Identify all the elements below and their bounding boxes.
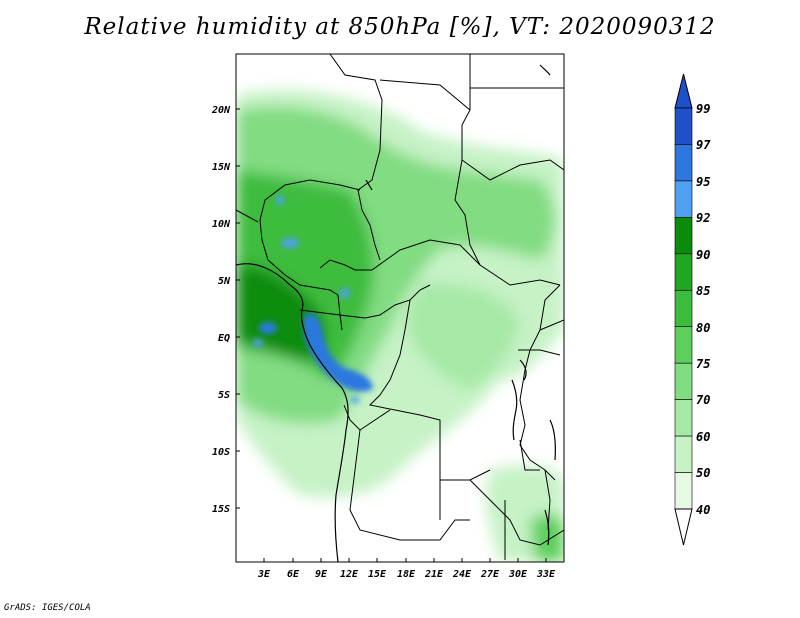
rh-area-85-southeast <box>530 514 564 562</box>
colorbar-swatch <box>674 253 693 291</box>
colorbar-label: 92 <box>696 211 710 225</box>
colorbar-label: 50 <box>696 466 710 480</box>
rh-area-97-north-2 <box>276 195 284 205</box>
colorbar-swatch <box>674 217 693 255</box>
rh-area-97-north-1 <box>281 238 299 248</box>
rh-area-97-coast <box>303 313 373 392</box>
rh-area-97-west-1 <box>259 322 277 334</box>
colorbar: 99 97 95 92 90 85 80 75 70 60 50 40 <box>674 73 711 546</box>
lon-label: 18E <box>397 569 416 580</box>
colorbar-swatch <box>674 435 693 473</box>
lat-label: 15N <box>212 162 231 173</box>
humidity-field <box>236 54 564 562</box>
lon-label: 30E <box>508 569 528 580</box>
colorbar-swatch <box>674 399 693 437</box>
lon-label: 33E <box>536 569 556 580</box>
chart-title: Relative humidity at 850hPa [%], VT: 202… <box>84 14 716 40</box>
colorbar-label: 99 <box>696 102 710 116</box>
colorbar-label: 80 <box>696 321 710 335</box>
rh-area-92 <box>236 264 325 360</box>
country-borders <box>236 54 564 560</box>
longitude-axis: 3E 6E 9E 12E 15E 18E 21E 24E 27E 30E 33E <box>257 569 556 580</box>
lon-label: 12E <box>340 569 359 580</box>
latitude-axis: 20N 15N 10N 5N EQ 5S 10S 15S <box>211 105 231 515</box>
lat-label: 10N <box>212 219 231 230</box>
colorbar-label: 75 <box>696 357 710 371</box>
colorbar-swatch <box>674 107 693 145</box>
lat-label: 15S <box>212 504 230 515</box>
colorbar-label: 40 <box>696 503 710 517</box>
colorbar-label: 97 <box>696 138 711 152</box>
colorbar-label: 95 <box>696 175 710 189</box>
colorbar-swatch <box>674 362 693 400</box>
lat-label: 20N <box>211 105 231 116</box>
rh-area-97-west-2 <box>253 339 263 347</box>
colorbar-swatch <box>674 472 693 510</box>
lon-label: 6E <box>287 569 300 580</box>
lat-label: 5S <box>218 390 230 401</box>
lon-label: 3E <box>257 569 271 580</box>
colorbar-swatch <box>674 289 693 328</box>
latitude-ticks <box>236 108 240 509</box>
colorbar-label: 90 <box>696 248 710 262</box>
colorbar-swatch <box>674 326 693 364</box>
colorbar-label: 70 <box>696 393 710 407</box>
rh-area-97-south <box>350 397 360 403</box>
colorbar-top-arrow <box>674 73 693 109</box>
longitude-ticks <box>263 558 547 562</box>
lon-label: 27E <box>480 569 500 580</box>
colorbar-swatch <box>674 144 693 182</box>
lon-label: 15E <box>368 569 387 580</box>
rh-area-80-east <box>405 283 520 390</box>
map-frame <box>235 53 565 563</box>
grads-credit: GrADS: IGES/COLA <box>4 603 91 613</box>
colorbar-label: 85 <box>696 284 710 298</box>
colorbar-label: 60 <box>696 430 710 444</box>
coastline <box>236 64 556 562</box>
colorbar-bottom-arrow <box>674 508 693 546</box>
rh-area-97-north-3 <box>340 288 350 298</box>
lon-label: 9E <box>315 569 328 580</box>
lon-label: 24E <box>452 569 472 580</box>
lat-label: 10S <box>212 447 230 458</box>
colorbar-swatch <box>674 180 693 218</box>
lat-label: 5N <box>218 276 231 287</box>
lon-label: 21E <box>424 569 444 580</box>
lat-label: EQ <box>218 333 230 344</box>
